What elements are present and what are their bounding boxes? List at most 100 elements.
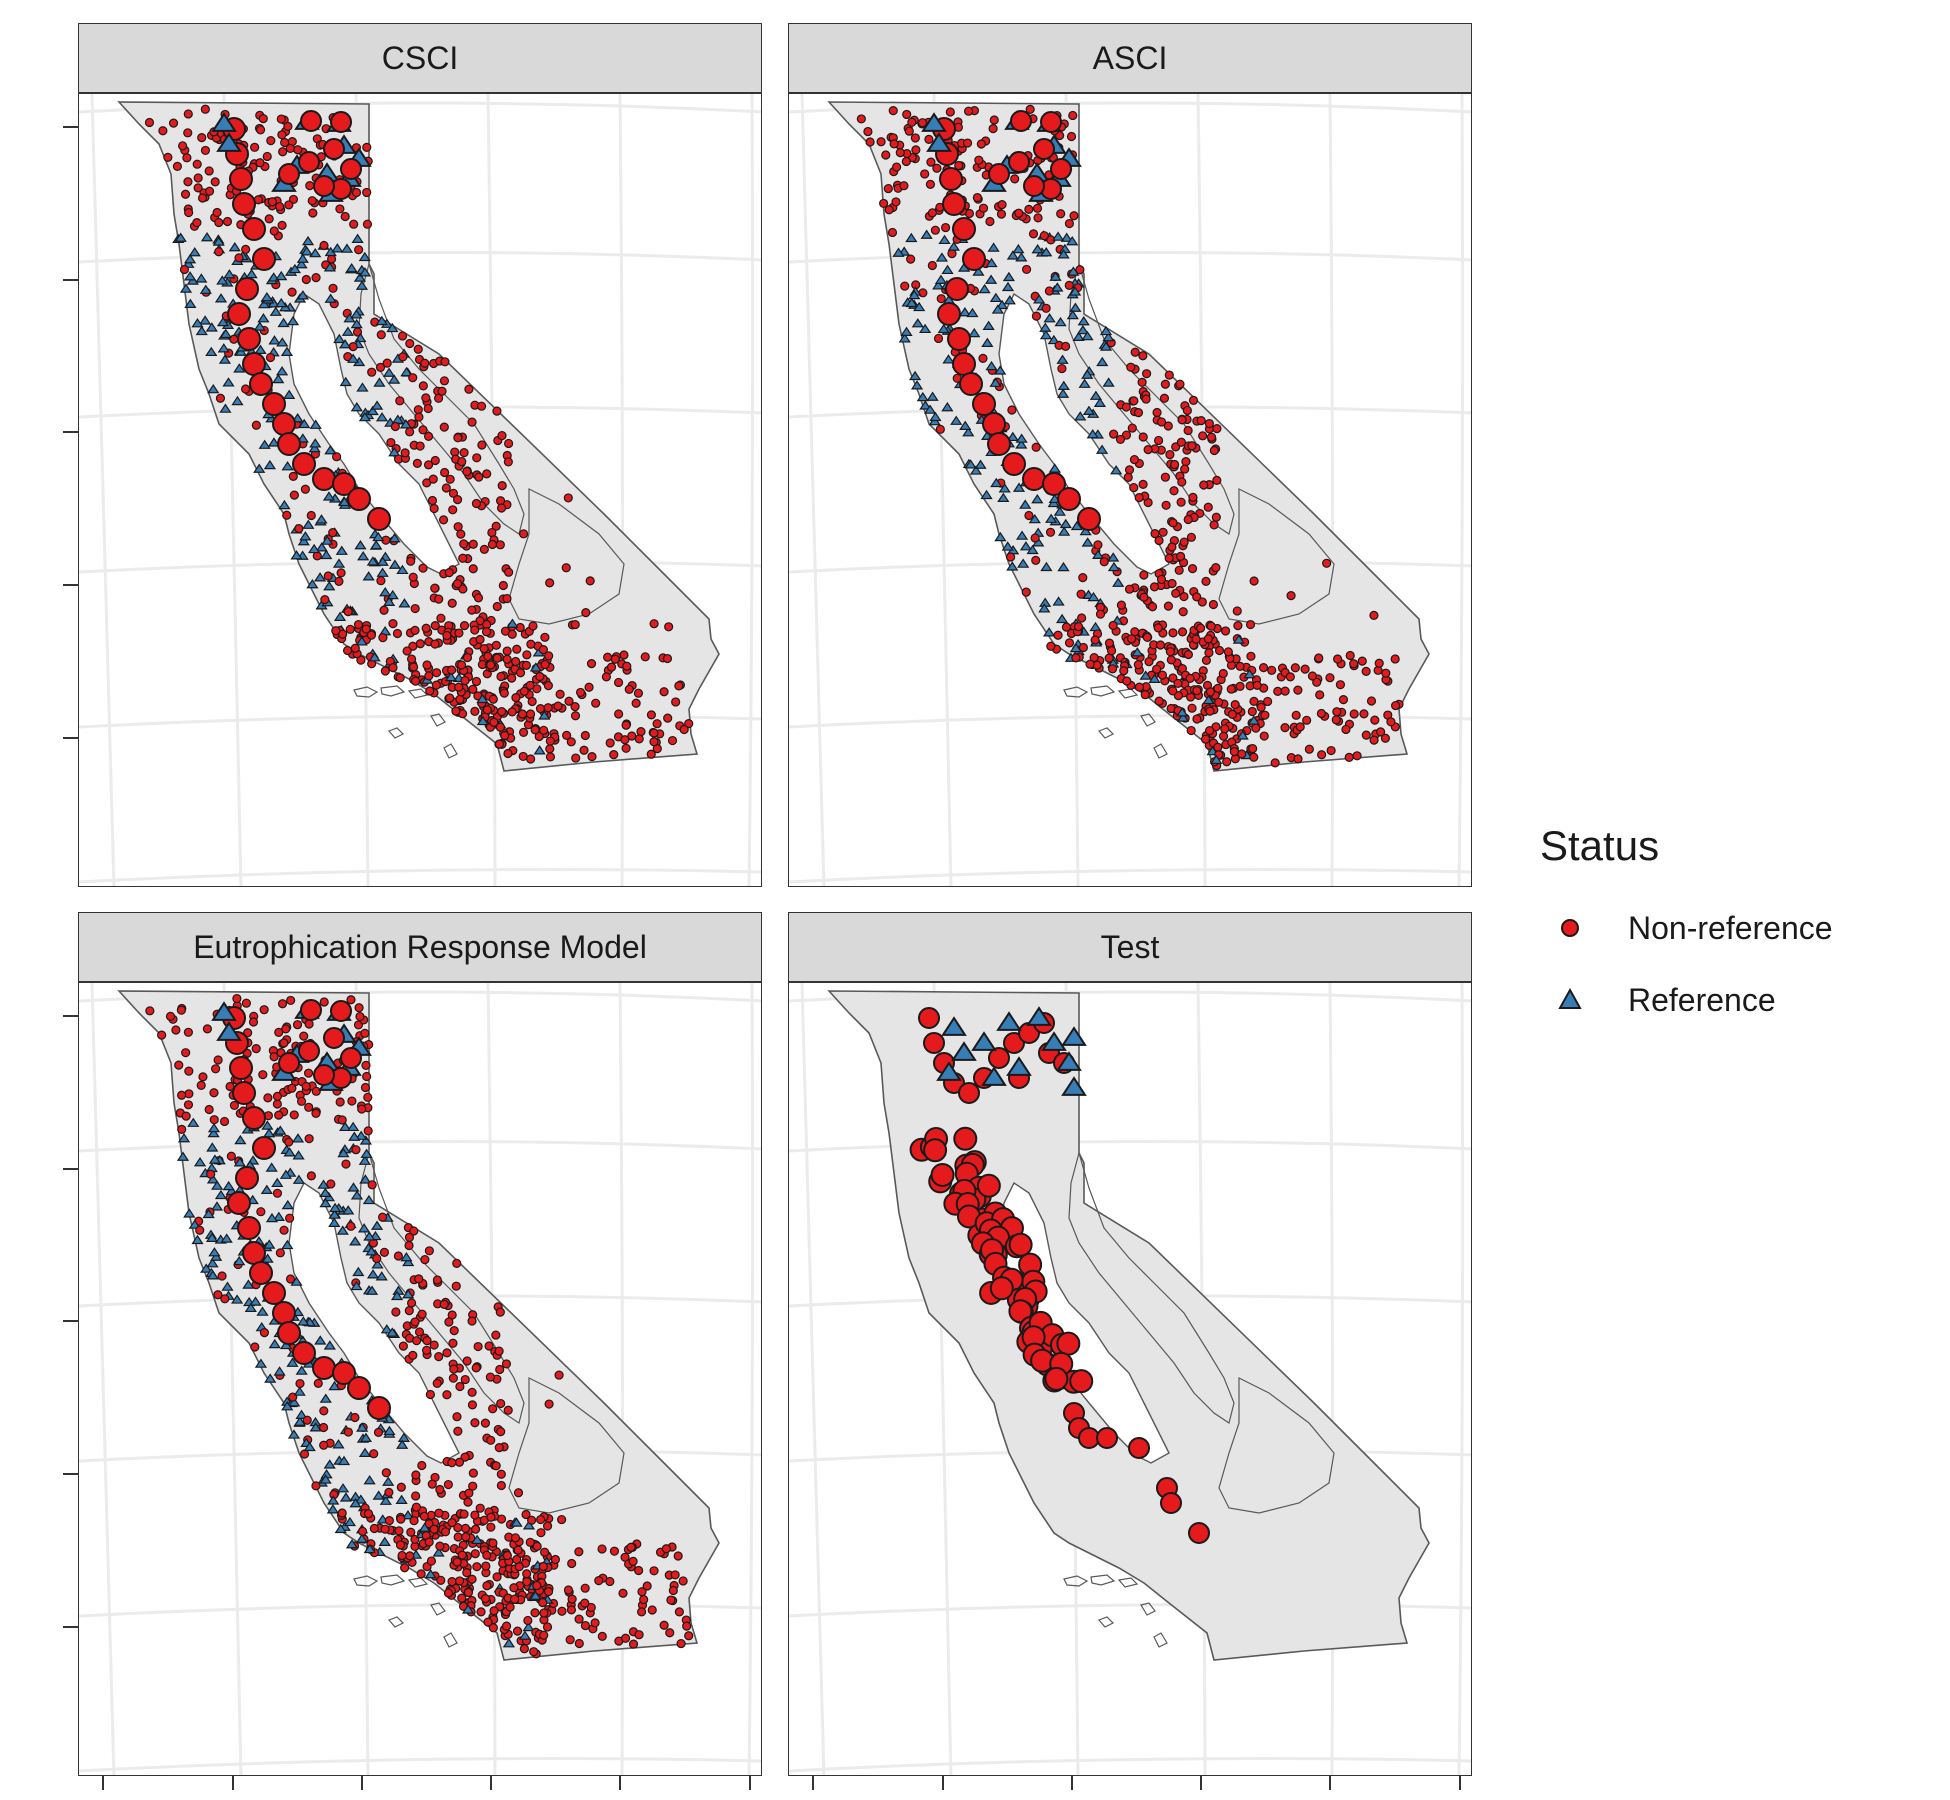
reference-point	[506, 618, 519, 628]
non-reference-point	[876, 137, 886, 147]
non-reference-point	[513, 1488, 524, 1498]
non-reference-point	[1259, 731, 1269, 741]
non-reference-point	[1053, 630, 1063, 640]
non-reference-point	[1085, 659, 1095, 669]
non-reference-point	[561, 563, 571, 573]
non-reference-point	[171, 1025, 181, 1035]
island-outline	[387, 727, 405, 739]
non-reference-point	[361, 624, 371, 634]
non-reference-point	[579, 745, 589, 755]
non-reference-point	[1031, 442, 1041, 452]
reference-point	[293, 1386, 306, 1396]
non-reference-point	[1186, 725, 1196, 736]
non-reference-point	[502, 593, 512, 604]
non-reference-point	[1230, 700, 1240, 710]
reference-point	[183, 253, 197, 264]
non-reference-point	[527, 696, 537, 707]
non-reference-point	[482, 1550, 492, 1560]
non-reference-point	[1170, 459, 1180, 470]
circle-marker-icon	[1540, 903, 1610, 953]
island-outline	[1063, 686, 1089, 698]
non-reference-point	[311, 272, 321, 283]
reference-point	[319, 1197, 332, 1208]
non-reference-point	[198, 1072, 208, 1082]
triangle-marker-icon	[1540, 975, 1610, 1025]
non-reference-point	[1293, 685, 1303, 695]
non-reference-point	[410, 1317, 420, 1327]
non-reference-point	[313, 1378, 323, 1388]
non-reference-point	[394, 1526, 404, 1536]
non-reference-point	[373, 1427, 384, 1438]
non-reference-point	[354, 1003, 364, 1013]
non-reference-point	[388, 619, 398, 629]
non-reference-point	[332, 452, 342, 462]
non-reference-point	[521, 1509, 531, 1520]
non-reference-point	[1185, 673, 1195, 684]
reference-point	[998, 483, 1011, 493]
non-reference-point	[418, 563, 428, 573]
non-reference-point	[626, 1542, 636, 1552]
reference-point	[396, 1439, 409, 1449]
non-reference-point	[640, 652, 650, 662]
non-reference-point	[679, 724, 689, 735]
non-reference-point	[438, 515, 449, 525]
non-reference-point	[550, 1554, 561, 1565]
non-reference-point	[1021, 587, 1031, 597]
non-reference-point	[591, 698, 601, 708]
non-reference-point	[183, 128, 193, 138]
non-reference-point	[482, 469, 492, 479]
reference-point	[214, 293, 228, 303]
non-reference-point	[1326, 745, 1336, 756]
non-reference-point	[647, 1605, 657, 1615]
non-reference-point	[1188, 395, 1199, 405]
reference-point	[362, 571, 375, 581]
non-reference-point	[414, 412, 424, 422]
non-reference-point	[367, 1180, 377, 1190]
non-reference-point	[1154, 535, 1164, 546]
reference-point	[268, 1338, 281, 1349]
reference-point	[336, 1483, 350, 1493]
non-reference-point	[1090, 635, 1100, 645]
non-reference-point	[405, 427, 415, 437]
non-reference-point	[447, 1458, 457, 1468]
non-reference-point	[900, 281, 910, 291]
non-reference-point	[525, 1537, 535, 1547]
reference-point	[982, 320, 995, 330]
non-reference-point	[486, 1522, 496, 1532]
non-reference-point	[1178, 607, 1188, 617]
non-reference-point	[988, 163, 1010, 185]
reference-point	[257, 313, 270, 323]
non-reference-point	[421, 393, 431, 403]
non-reference-point	[213, 1290, 223, 1300]
non-reference-point	[1196, 416, 1206, 426]
non-reference-point	[1142, 632, 1152, 642]
non-reference-point	[451, 706, 461, 716]
reference-point	[402, 1289, 415, 1299]
reference-point	[219, 403, 232, 413]
non-reference-point	[507, 673, 517, 683]
non-reference-point	[285, 1274, 296, 1284]
reference-point	[208, 1154, 222, 1164]
non-reference-point	[544, 651, 554, 661]
non-reference-point	[503, 1405, 513, 1415]
non-reference-point	[1133, 660, 1143, 670]
reference-point	[378, 1536, 391, 1546]
reference-point	[942, 354, 955, 364]
reference-point	[214, 1189, 228, 1200]
non-reference-point	[1325, 673, 1335, 683]
non-reference-point	[369, 1449, 379, 1459]
non-reference-point	[1168, 518, 1178, 528]
non-reference-point	[343, 607, 353, 617]
non-reference-point	[336, 568, 346, 578]
reference-point	[383, 596, 396, 606]
reference-point	[337, 1147, 350, 1158]
non-reference-point	[400, 1563, 410, 1573]
reference-point	[400, 366, 413, 377]
non-reference-point	[376, 330, 386, 340]
reference-point	[263, 459, 276, 470]
reference-point	[222, 377, 235, 387]
reference-point	[363, 1231, 376, 1241]
reference-point	[328, 1202, 342, 1213]
reference-point	[348, 1131, 361, 1141]
non-reference-point	[468, 1481, 478, 1491]
